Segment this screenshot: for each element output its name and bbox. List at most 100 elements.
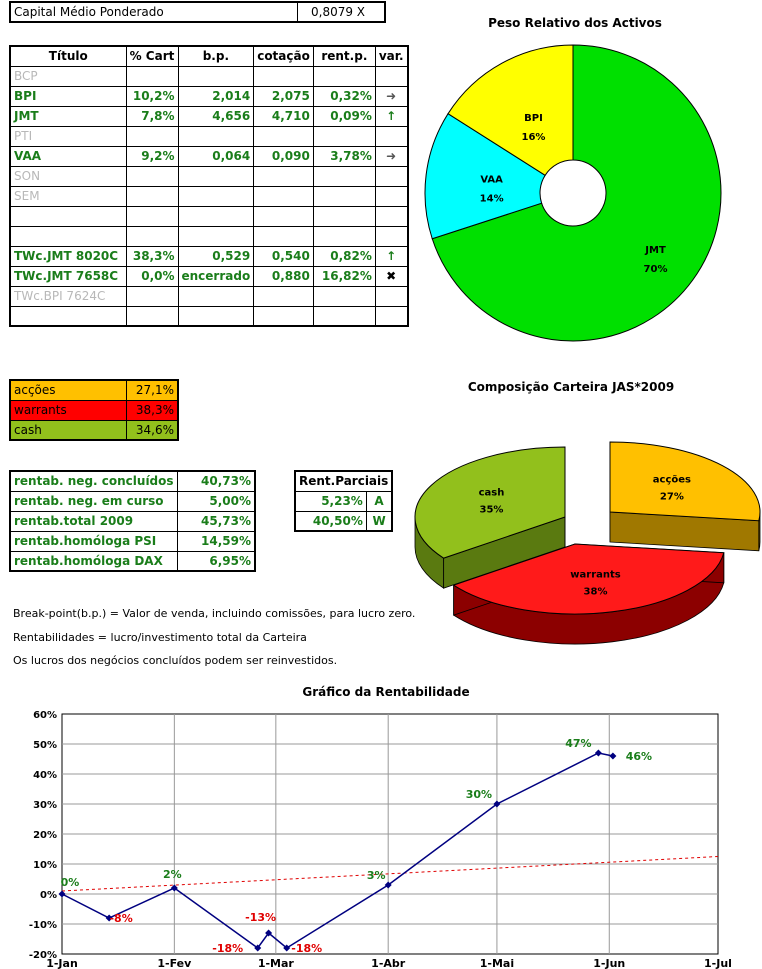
table-row: TWc.BPI 7624C [9, 285, 409, 307]
y-tick-label: 40% [33, 770, 57, 781]
y-tick-label: 60% [33, 710, 57, 721]
composition-value: 27,1% [125, 379, 179, 401]
capital-value: 0,8079 X [311, 5, 366, 19]
rent-value: 45,73% [176, 510, 256, 532]
rentabilidade-table: rentab. neg. concluídos 40,73% rentab. neg… [9, 470, 257, 572]
cell-cart [125, 205, 179, 227]
up-arrow-icon: ↑ [386, 249, 397, 263]
cell-rent [312, 65, 376, 87]
data-point [265, 929, 273, 937]
table-row: BPI 10,2% 2,014 2,075 0,32% ➜ [9, 85, 409, 107]
data-label: 47% [565, 737, 591, 750]
y-tick-label: 30% [33, 800, 57, 811]
parcial-value: 5,23% [294, 490, 367, 512]
x-tick-label: 1-Mar [258, 957, 295, 969]
header-titulo: Título [9, 45, 127, 67]
cell-rent: 3,78% [312, 145, 376, 167]
cell-cart [125, 165, 179, 187]
cell-cotacao [253, 205, 314, 227]
data-label: 0% [61, 876, 80, 889]
header-cotacao: cotação [253, 45, 314, 67]
rent-parciais-table: Rent.Parciais 5,23% A 40,50% W [294, 470, 394, 532]
cell-cart [125, 125, 179, 147]
cell-titulo [9, 225, 127, 247]
rent-value: 40,73% [176, 470, 256, 492]
cell-bp [177, 225, 255, 247]
cell-bp [177, 305, 255, 327]
plot-area [61, 713, 719, 955]
y-tick-label: -20% [29, 950, 57, 961]
cell-cotacao: 0,880 [253, 265, 314, 287]
note-lucros: Os lucros dos negócios concluídos podem … [13, 654, 338, 667]
cell-bp: encerrado [177, 265, 255, 287]
cell-titulo: TWc.JMT 7658C [9, 265, 127, 287]
right-arrow-icon: ➜ [386, 149, 397, 163]
y-tick-label: -10% [29, 920, 57, 931]
cell-bp [177, 285, 255, 307]
y-tick-label: 50% [33, 740, 57, 751]
composition-value: 34,6% [125, 419, 179, 441]
pie3d-slice-warrants [452, 543, 725, 615]
table-row [9, 205, 409, 227]
pie3d-wall [574, 543, 725, 584]
cell-cotacao [253, 305, 314, 327]
data-point [105, 914, 113, 922]
note-rentabilidades: Rentabilidades = lucro/investimento tota… [13, 631, 307, 644]
line-title: Gráfico da Rentabilidade [302, 685, 469, 699]
note-breakpoint: Break-point(b.p.) = Valor de venda, incl… [13, 607, 416, 620]
data-point [283, 944, 291, 952]
x-tick-label: 1-Abr [371, 957, 406, 969]
data-label: 46% [626, 750, 652, 763]
trend-line [61, 856, 719, 892]
cell-cotacao: 2,075 [253, 85, 314, 107]
donut-label: VAA [480, 175, 503, 186]
table-row: SON [9, 165, 409, 187]
pie3d-value-label: 38% [584, 586, 608, 597]
rent-label: rentab.homóloga PSI [9, 530, 178, 552]
x-tick-label: 1-Jan [46, 957, 78, 969]
cell-var [374, 65, 409, 87]
rent-label: rentab. neg. em curso [9, 490, 178, 512]
table-row: TWc.JMT 7658C 0,0% encerrado 0,880 16,82% ✖ [9, 265, 409, 287]
cell-rent: 0,09% [312, 105, 376, 127]
parcial-row: 40,50% W [294, 510, 393, 532]
cell-cart [125, 185, 179, 207]
data-label: -18% [212, 942, 243, 955]
data-label: -13% [245, 911, 276, 924]
cell-cotacao: 0,540 [253, 245, 314, 267]
donut-value-label: 16% [522, 132, 546, 143]
rent-value: 14,59% [176, 530, 256, 552]
cell-cotacao [253, 65, 314, 87]
cell-titulo [9, 305, 127, 327]
pie3d-slice-acções [609, 441, 761, 522]
rent-row: rentab. neg. concluídos 40,73% [9, 470, 256, 492]
capital-label: Capital Médio Ponderado [14, 5, 164, 19]
data-label: -8% [109, 912, 132, 925]
donut-label: BPI [524, 113, 543, 124]
composition-row: cash 34,6% [9, 419, 179, 441]
cell-rent: 16,82% [312, 265, 376, 287]
cell-rent [312, 205, 376, 227]
x-tick-label: 1-Mai [480, 957, 514, 969]
cell-cart [125, 305, 179, 327]
cell-titulo [9, 205, 127, 227]
rent-label: rentab. neg. concluídos [9, 470, 178, 492]
header-bp: b.p. [177, 45, 255, 67]
data-point [609, 752, 617, 760]
cell-titulo: TWc.JMT 8020C [9, 245, 127, 267]
composition-label: cash [9, 419, 127, 441]
cell-titulo: SEM [9, 185, 127, 207]
parcial-tag: W [365, 510, 393, 532]
cell-cart: 10,2% [125, 85, 179, 107]
cell-var [374, 225, 409, 247]
table-row: BCP [9, 65, 409, 87]
data-label: 2% [163, 868, 182, 881]
cell-cart [125, 225, 179, 247]
cell-titulo: VAA [9, 145, 127, 167]
table-row [9, 305, 409, 327]
data-point [170, 884, 178, 892]
cell-var [374, 285, 409, 307]
cell-var [374, 165, 409, 187]
cell-cart: 0,0% [125, 265, 179, 287]
pie3d-label: cash [479, 488, 505, 499]
